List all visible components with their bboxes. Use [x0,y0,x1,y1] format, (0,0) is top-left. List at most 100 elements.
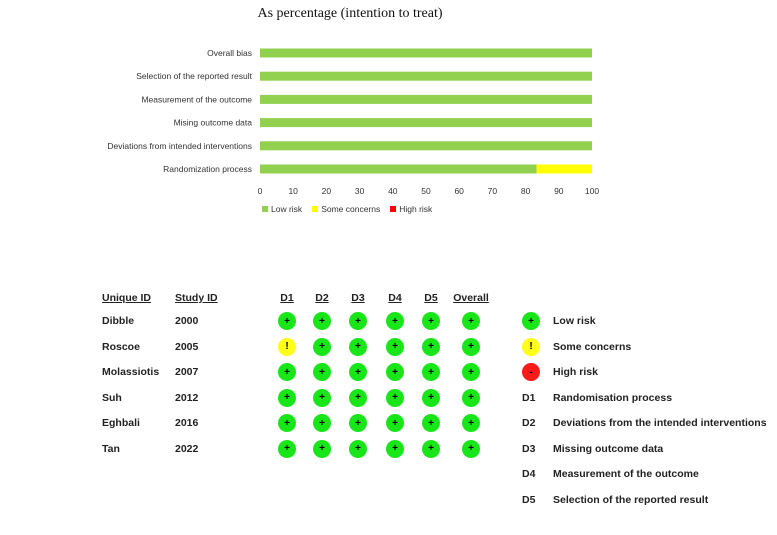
table-row: Tan 2022 + + + + + + [102,439,522,460]
study-id-cell: 2016 [175,417,199,429]
header-domain: D2 [315,292,329,304]
unique-id-cell: Eghbali [102,417,140,429]
chart-title: As percentage (intention to treat) [257,6,443,21]
x-tick-label: 30 [355,186,365,196]
key-judgement-row: ! Some concerns [522,337,777,358]
bar-segment [260,71,592,81]
study-id-cell: 2000 [175,315,199,327]
domain-code: D2 [522,417,536,429]
bar-segment [260,94,592,104]
judgement-low-icon: + [422,337,440,356]
bar-segment [260,118,592,128]
table-row: Molassiotis 2007 + + + + + + [102,363,522,383]
key-judgement-row: - High risk [522,363,777,383]
unique-id-cell: Dibble [102,315,135,327]
judgement-some-icon: ! [278,337,296,356]
domain-code: D5 [522,493,536,506]
study-id-cell: 2007 [175,366,199,378]
table-row: Eghbali 2016 + + + + + + [102,414,522,434]
judgement-low-icon: + [386,388,404,407]
legend-label: High risk [399,204,433,214]
legend-swatch [262,206,268,212]
x-tick-label: 20 [322,186,332,196]
judgement-low-icon: + [278,388,296,407]
judgement-low-icon: + [386,337,404,356]
header-study-id: Study ID [175,292,218,304]
category-label: Overall bias [207,48,252,58]
domain-label: Missing outcome data [553,442,664,455]
judgement-low-icon: + [349,414,367,432]
x-tick-label: 80 [521,186,531,196]
legend-entry: High risk [390,204,432,214]
judgement-low-icon: + [422,388,440,407]
header-domain: D5 [424,292,438,304]
judgement-some-icon: ! [522,337,540,356]
judgement-low-icon: + [313,337,331,356]
legend-label: Some concerns [321,204,381,214]
key-domain-row: D4 Measurement of the outcome [522,465,777,485]
x-tick-label: 0 [258,186,263,196]
x-tick-label: 40 [388,186,398,196]
unique-id-cell: Roscoe [102,340,140,353]
judgement-low-icon: + [422,414,440,432]
judgement-low-icon: + [349,388,367,407]
judgement-low-icon: + [462,337,480,356]
header-domain: Overall [453,292,489,304]
bar-segment [260,164,537,174]
key-domain-row: D3 Missing outcome data [522,440,777,460]
unique-id-cell: Molassiotis [102,366,160,378]
table-row: Roscoe 2005! + + + + + [102,337,522,358]
x-tick-label: 90 [554,186,564,196]
category-label: Randomization process [163,164,252,174]
x-tick-label: 50 [421,186,431,196]
judgement-low-icon: + [386,312,404,330]
chart-legend: Low risk Some concerns High risk [262,204,432,214]
table-row: Suh 2012 + + + + + + [102,388,522,409]
domain-label: Randomisation process [553,391,673,404]
stacked-bar-chart: Overall bias Selection of the reported re… [107,48,599,196]
judgement-low-icon: + [386,363,404,381]
x-tick-label: 60 [454,186,464,196]
judgement-low-icon: + [422,312,440,330]
domain-code: D3 [522,442,536,455]
judgement-low-icon: + [522,312,540,330]
key-domain-row: D2 Deviations from the intended intervent… [522,414,777,434]
judgement-low-icon: + [313,363,331,381]
domain-label: Deviations from the intended interventio… [553,417,767,429]
category-label: Deviations from intended interventions [107,141,252,151]
judgement-low-icon: + [313,414,331,432]
unique-id-cell: Suh [102,391,122,404]
study-id-cell: 2022 [175,442,199,455]
judgement-low-icon: + [349,312,367,330]
judgement-low-icon: + [422,439,440,458]
header-domain: D1 [280,292,294,304]
domain-code: D1 [522,391,536,404]
x-tick-label: 100 [585,186,599,196]
study-id-cell: 2005 [175,340,199,353]
judgement-low-icon: + [313,312,331,330]
x-tick-label: 70 [488,186,498,196]
key-label: High risk [553,366,598,378]
bar-segment [260,48,592,58]
bar-segment [260,141,592,151]
category-label: Measurement of the outcome [141,94,252,104]
key-domain-row: D5 Selection of the reported result [522,491,777,511]
judgement-low-icon: + [462,388,480,407]
judgement-low-icon: + [278,439,296,458]
judgement-low-icon: + [313,388,331,407]
x-tick-label: 10 [288,186,298,196]
judgement-low-icon: + [386,414,404,432]
domain-label: Measurement of the outcome [553,468,699,480]
key-label: Low risk [553,315,596,327]
judgement-low-icon: + [422,363,440,381]
judgement-high-icon: - [522,363,540,381]
category-label: Selection of the reported result [136,71,252,81]
legend-entry: Low risk [262,204,302,214]
unique-id-cell: Tan [102,442,120,455]
judgement-low-icon: + [462,312,480,330]
judgement-low-icon: + [313,439,331,458]
category-label: Mising outcome data [174,118,253,128]
key-label: Some concerns [553,340,632,353]
header-domain: D4 [388,292,402,304]
table-row: Dibble 2000 + + + + + + [102,312,522,332]
